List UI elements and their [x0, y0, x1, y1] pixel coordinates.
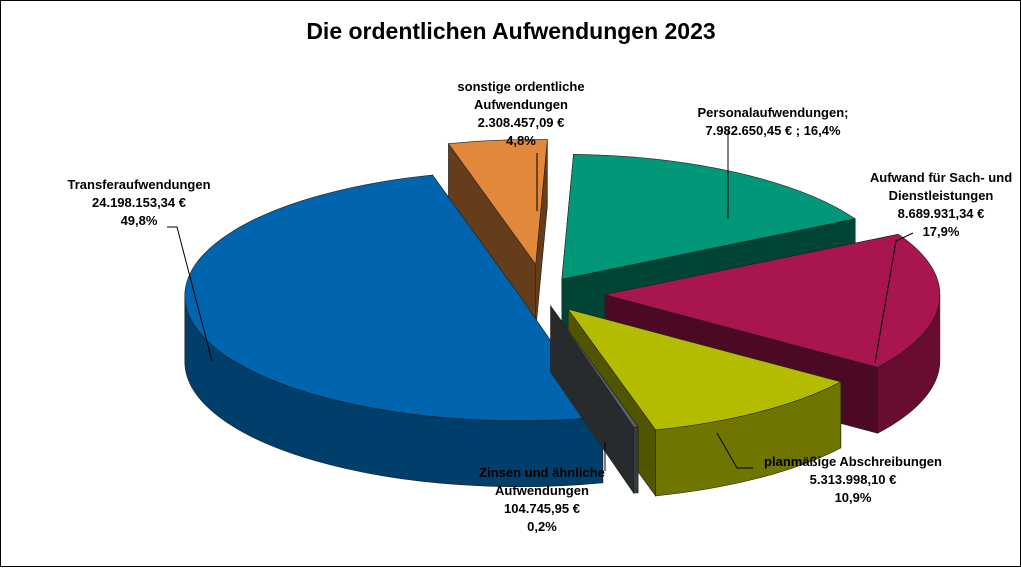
leader-line: [167, 226, 213, 362]
slice-label: Aufwand für Sach- und Dienstleistungen 8.6…: [870, 170, 1012, 239]
pie-slice: [550, 305, 639, 495]
slice-label-line: 104.745,95 €: [504, 501, 580, 516]
chart-title: Die ordentlichen Aufwendungen 2023: [306, 18, 715, 44]
pie-slice-top: [561, 153, 856, 280]
pie-slice-rim: [633, 426, 639, 494]
slice-label: Transferaufwendungen 24.198.153,34 € 49,8%: [67, 177, 210, 228]
slice-label: planmäßige Abschreibungen 5.313.998,10 € 1…: [764, 454, 942, 505]
slice-label-line: 0,2%: [527, 519, 557, 534]
pie-slice-top: [567, 308, 842, 431]
slice-label-line: Dienstleistungen: [889, 188, 994, 203]
slice-label: Personalaufwendungen; 7.982.650,45 € ; 16…: [698, 105, 849, 138]
pie-slices: [184, 139, 941, 497]
pie-slice-top: [184, 174, 604, 422]
pie-slice: [447, 139, 548, 332]
leader-line: [874, 232, 914, 364]
pie-slice: [184, 174, 604, 488]
leader-lines: [167, 131, 914, 471]
slice-label-line: 7.982.650,45 € ; 16,4%: [705, 123, 841, 138]
pie-slice-top: [550, 305, 639, 428]
slice-label-line: 24.198.153,34 €: [92, 195, 186, 210]
pie-slice-top: [447, 139, 548, 266]
slice-label-line: planmäßige Abschreibungen: [764, 454, 942, 469]
slice-label-line: 5.313.998,10 €: [810, 472, 897, 487]
slice-label-line: Aufwand für Sach- und: [870, 170, 1012, 185]
slice-label-line: 17,9%: [923, 224, 960, 239]
slice-label-line: Zinsen und ähnliche: [479, 465, 605, 480]
slice-label-line: 2.308.457,09 €: [478, 115, 565, 130]
slice-label-line: Aufwendungen: [495, 483, 589, 498]
pie-slice-top: [604, 233, 941, 368]
leader-line: [716, 432, 753, 469]
slice-label: Zinsen und ähnliche Aufwendungen 104.745,9…: [479, 465, 605, 534]
slice-label-line: 49,8%: [121, 213, 158, 228]
slice-label-line: Transferaufwendungen: [67, 177, 210, 192]
slice-label-line: Aufwendungen: [474, 97, 568, 112]
slice-labels: Personalaufwendungen; 7.982.650,45 € ; 16…: [67, 79, 1012, 534]
slice-label-line: 8.689.931,34 €: [898, 206, 985, 221]
slice-label-line: 4,8%: [506, 133, 536, 148]
slice-label: sonstige ordentliche Aufwendungen 2.308.45…: [457, 79, 584, 148]
slice-label-line: 10,9%: [835, 490, 872, 505]
slice-label-line: sonstige ordentliche: [457, 79, 584, 94]
slice-label-line: Personalaufwendungen;: [698, 105, 849, 120]
